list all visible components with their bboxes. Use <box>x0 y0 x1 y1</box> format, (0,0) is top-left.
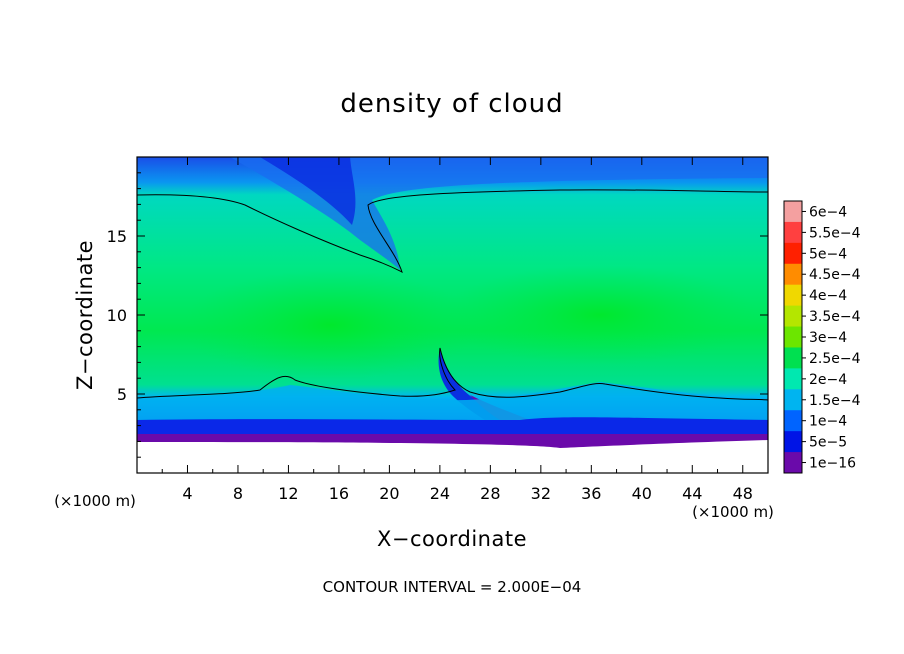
x-tick-label: 28 <box>480 484 500 503</box>
x-unit-label-left: (×1000 m) <box>54 492 136 510</box>
dense-core-region <box>180 270 480 380</box>
colorbar-swatch <box>784 347 802 369</box>
colorbar-label: 1.5e−4 <box>809 393 861 409</box>
colorbar-label: 6e−4 <box>809 204 847 220</box>
x-tick-label: 12 <box>278 484 298 503</box>
x-tick-label: 16 <box>329 484 349 503</box>
x-tick-label: 44 <box>682 484 702 503</box>
colorbar-swatch <box>784 452 802 474</box>
colorbar-label: 3e−4 <box>809 330 847 346</box>
colorbar-label: 3.5e−4 <box>809 309 861 325</box>
x-axis-ticks: 4 8 12 16 20 24 28 32 36 40 44 48 <box>161 157 753 503</box>
colorbar-swatch <box>784 201 802 223</box>
colorbar-swatch <box>784 263 802 286</box>
x-tick-label: 8 <box>233 484 243 503</box>
colorbar-label: 5e−4 <box>809 246 847 262</box>
y-tick-label: 5 <box>117 385 127 404</box>
dry-tongue-region <box>230 157 768 270</box>
colorbar-swatch <box>784 410 802 432</box>
x-tick-label: 20 <box>379 484 399 503</box>
x-tick-label: 36 <box>581 484 601 503</box>
y-axis-ticks: 5 10 15 <box>107 172 768 458</box>
y-tick-label: 15 <box>107 227 127 246</box>
contour-interval-note: CONTOUR INTERVAL = 2.000E−04 <box>323 578 582 596</box>
x-tick-label: 4 <box>182 484 192 503</box>
contour-line-lower <box>137 347 768 401</box>
dense-core-region-east <box>440 265 760 365</box>
x-tick-label: 40 <box>632 484 652 503</box>
x-tick-label: 32 <box>531 484 551 503</box>
colorbar-label: 1e−4 <box>809 414 847 430</box>
colorbar-swatch <box>784 284 802 307</box>
colorbar-label: 2e−4 <box>809 372 847 388</box>
upper-dark-core <box>260 157 356 225</box>
x-axis-label: X−coordinate <box>377 527 527 551</box>
colorbar-swatch <box>784 389 802 411</box>
colorbar-swatch <box>784 431 802 453</box>
colorbar-swatch <box>784 305 802 328</box>
colorbar-swatch <box>784 326 802 348</box>
y-axis-label: Z−coordinate <box>73 240 97 390</box>
colorbar-swatch <box>784 368 802 390</box>
colorbar-label: 5e−5 <box>809 435 847 451</box>
y-tick-label: 10 <box>107 306 127 325</box>
chart-title: density of cloud <box>340 89 563 119</box>
colorbar-label: 4.5e−4 <box>809 267 861 283</box>
colorbar-label: 5.5e−4 <box>809 225 861 241</box>
colorbar-label: 1e−16 <box>809 456 856 472</box>
contour-line-upper <box>137 189 768 273</box>
colorbar: 6e−4 5.5e−4 5e−4 4.5e−4 4e−4 3.5e−4 3e−4 2.5e−4… <box>783 200 861 474</box>
colorbar-swatch <box>784 242 802 265</box>
plot-area <box>137 157 768 473</box>
cloud-base-band <box>137 434 768 448</box>
x-tick-label: 24 <box>430 484 450 503</box>
x-tick-label: 48 <box>733 484 753 503</box>
x-unit-label-right: (×1000 m) <box>692 503 774 521</box>
colorbar-swatch <box>784 221 802 244</box>
colorbar-label: 2.5e−4 <box>809 351 861 367</box>
colorbar-label: 4e−4 <box>809 288 847 304</box>
